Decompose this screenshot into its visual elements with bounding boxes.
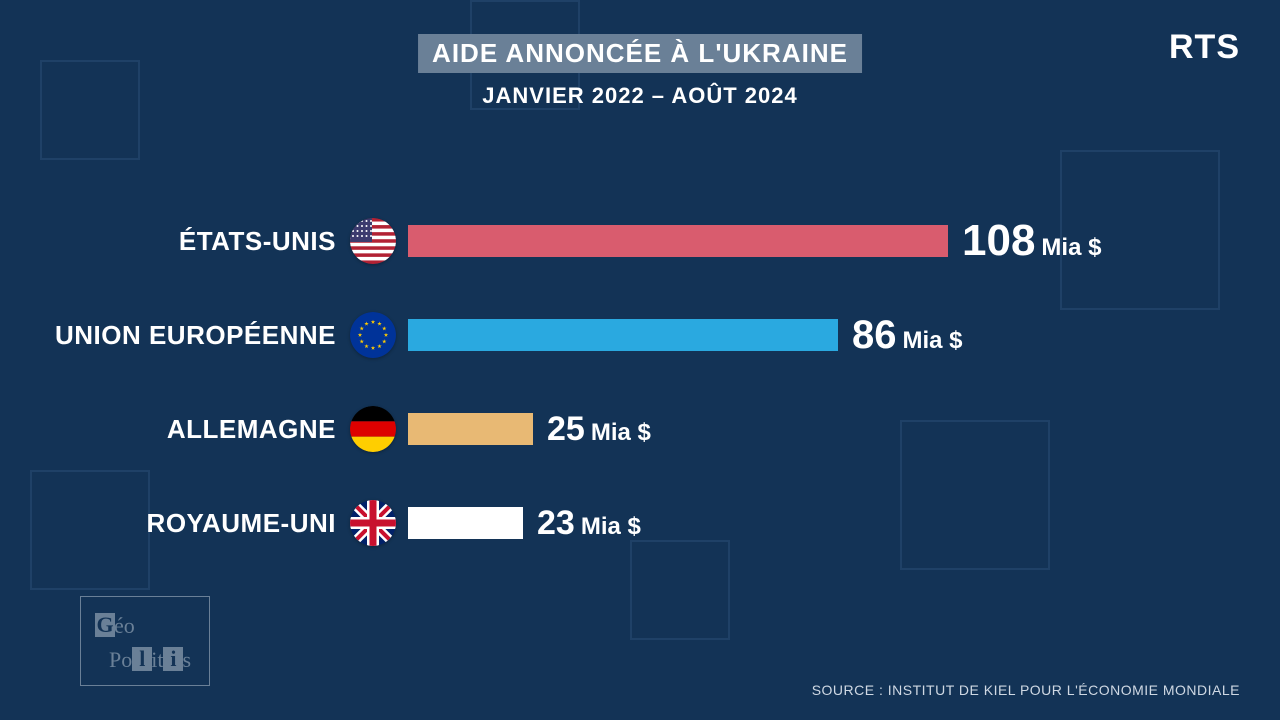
- value-label: 108Mia $: [962, 216, 1101, 266]
- value-label: 25Mia $: [547, 410, 651, 449]
- bar: [408, 413, 533, 445]
- de-flag-icon: [350, 406, 396, 452]
- us-flag-icon: [350, 218, 396, 264]
- show-logo-line2: Politis: [109, 647, 191, 673]
- uk-flag-icon: [350, 500, 396, 546]
- row-label: ROYAUME-UNI: [0, 508, 350, 539]
- source-text: SOURCE : INSTITUT DE KIEL POUR L'ÉCONOMI…: [812, 682, 1240, 698]
- chart-row: ÉTATS-UNIS 108Mia $: [0, 210, 1280, 272]
- header: AIDE ANNONCÉE À L'UKRAINE JANVIER 2022 –…: [418, 34, 862, 109]
- broadcaster-logo: RTS: [1169, 28, 1240, 67]
- value-label: 23Mia $: [537, 504, 641, 543]
- chart-row: ALLEMAGNE 25Mia $: [0, 398, 1280, 460]
- show-logo: Géo Politis: [80, 596, 210, 686]
- row-label: ÉTATS-UNIS: [0, 226, 350, 257]
- row-label: ALLEMAGNE: [0, 414, 350, 445]
- bar-chart: ÉTATS-UNIS 108Mia $ UNION EUROPÉENNE 86Mia…: [0, 210, 1280, 586]
- chart-subtitle: JANVIER 2022 – AOÛT 2024: [418, 83, 862, 109]
- bar: [408, 507, 523, 539]
- value-label: 86Mia $: [852, 313, 963, 358]
- show-logo-line1: Géo: [95, 613, 135, 639]
- row-label: UNION EUROPÉENNE: [0, 320, 350, 351]
- eu-flag-icon: [350, 312, 396, 358]
- chart-row: UNION EUROPÉENNE 86Mia $: [0, 304, 1280, 366]
- bar: [408, 225, 948, 257]
- chart-title: AIDE ANNONCÉE À L'UKRAINE: [418, 34, 862, 73]
- bar: [408, 319, 838, 351]
- chart-row: ROYAUME-UNI 23Mia $: [0, 492, 1280, 554]
